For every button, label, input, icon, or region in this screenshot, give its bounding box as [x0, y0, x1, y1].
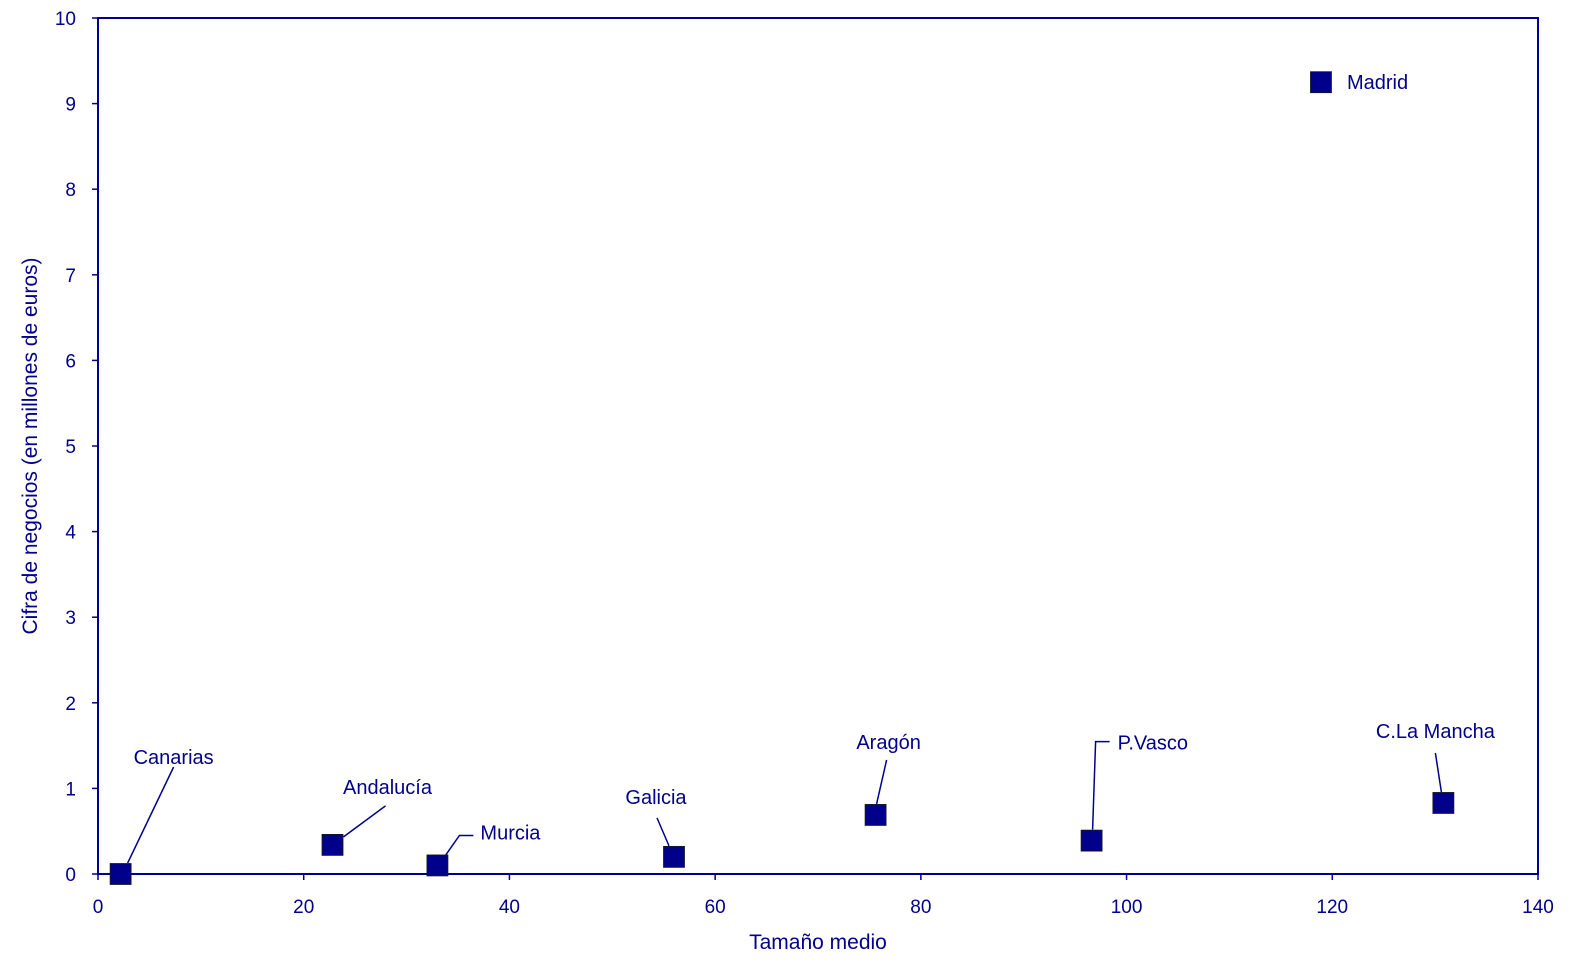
x-tick-label: 60 — [705, 897, 726, 918]
data-point-marker — [1080, 829, 1103, 852]
leader-line — [1434, 752, 1443, 793]
data-point-marker — [109, 863, 132, 885]
x-tick-label: 140 — [1522, 897, 1554, 918]
y-axis-ticks: 0 1 2 3 4 5 6 7 8 9 10 — [55, 9, 98, 886]
y-tick-label: 5 — [65, 437, 76, 458]
y-tick-label: 1 — [65, 779, 76, 800]
leader-line — [343, 805, 386, 838]
leader-line — [875, 759, 888, 805]
data-point-marker — [321, 833, 344, 856]
data-labels: Canarias Andalucía Murcia Galicia Aragón P.Va… — [134, 72, 1496, 844]
leader-line — [1091, 740, 1110, 830]
data-points — [109, 71, 1455, 885]
data-label: Madrid — [1347, 72, 1408, 94]
label-leader-lines — [126, 740, 1443, 864]
x-tick-label: 20 — [293, 897, 314, 918]
plot-area — [97, 17, 1539, 875]
data-point-marker — [663, 845, 685, 868]
x-tick-label: 120 — [1316, 897, 1348, 918]
x-tick-label: 100 — [1111, 897, 1143, 918]
y-tick-label: 10 — [55, 9, 76, 30]
data-label: Murcia — [480, 822, 541, 844]
y-axis-label: Cifra de negocios (en millones de euros) — [19, 257, 42, 634]
y-tick-label: 9 — [65, 95, 76, 116]
data-point-marker — [426, 854, 449, 877]
x-axis-label: Tamaño medio — [749, 931, 887, 954]
data-label: C.La Mancha — [1376, 721, 1496, 743]
data-label: Canarias — [134, 747, 214, 769]
x-tick-label: 0 — [93, 897, 104, 918]
x-tick-label: 40 — [499, 897, 520, 918]
x-tick-label: 80 — [910, 897, 931, 918]
data-label: P.Vasco — [1118, 733, 1188, 755]
data-label: Galicia — [625, 787, 687, 809]
y-tick-label: 6 — [65, 351, 76, 372]
leader-line — [656, 817, 670, 847]
y-tick-label: 8 — [65, 180, 76, 201]
y-tick-label: 2 — [65, 694, 76, 715]
y-tick-label: 3 — [65, 608, 76, 629]
data-point-marker — [1310, 71, 1332, 94]
data-label: Andalucía — [343, 777, 433, 799]
leader-line — [126, 766, 175, 864]
y-tick-label: 4 — [65, 523, 76, 544]
data-label: Aragón — [856, 732, 921, 754]
leader-line — [444, 834, 474, 856]
x-axis-ticks: 0 20 40 60 80 100 120 140 — [93, 874, 1554, 918]
data-point-marker — [1432, 792, 1455, 814]
y-tick-label: 0 — [65, 865, 76, 886]
y-tick-label: 7 — [65, 266, 76, 287]
data-point-marker — [864, 804, 887, 826]
